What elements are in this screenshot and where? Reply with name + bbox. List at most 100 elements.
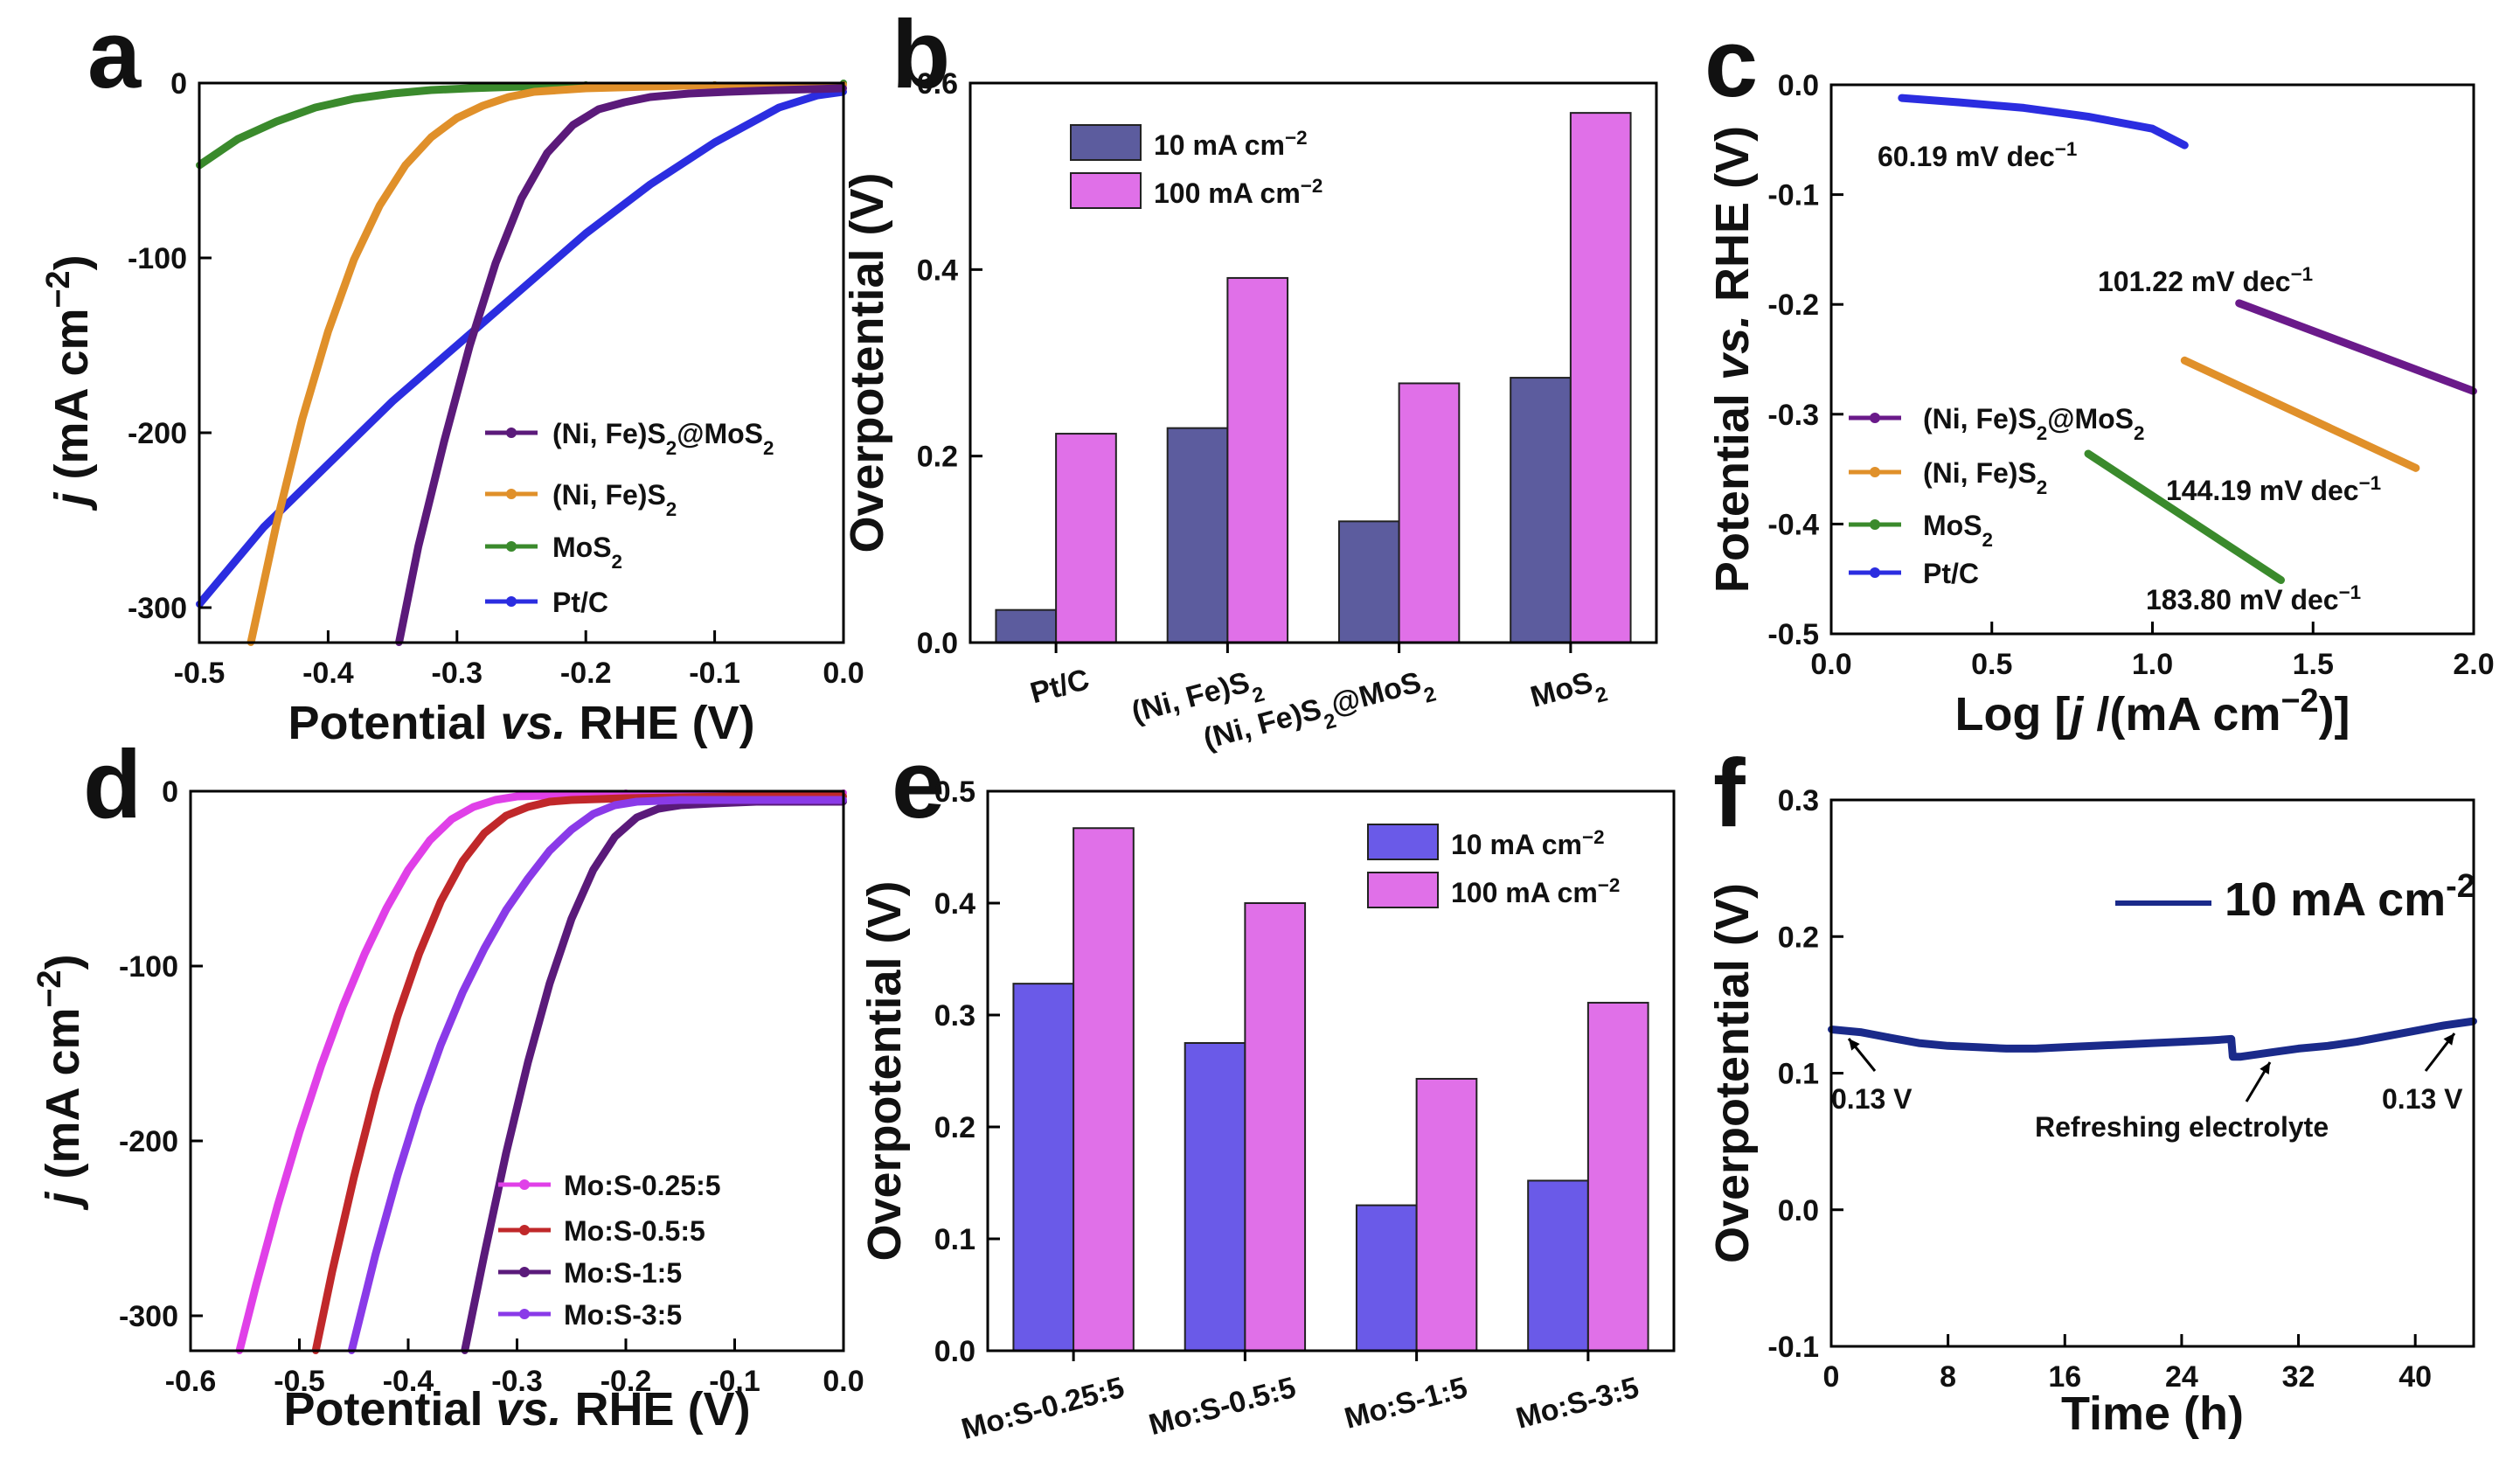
data-point (389, 398, 397, 405)
legend-entry: (Ni, Fe)S2@MoS2 (1923, 403, 2144, 444)
x-tick-label: 8 (1940, 1360, 1956, 1394)
data-point (415, 950, 423, 957)
legend-entry: 100 mA cm−2 (1154, 175, 1322, 210)
data-point (524, 803, 531, 810)
data-point (567, 796, 575, 803)
series-line (2084, 449, 2285, 584)
y-axis-label: Potential vs. RHE (V) (1706, 126, 1759, 593)
data-point (376, 202, 384, 209)
y-tick-label: 0.0 (934, 1335, 975, 1368)
y-tick-label: 0.1 (934, 1223, 975, 1256)
data-point (503, 1150, 510, 1157)
data-point (504, 94, 512, 101)
bar (1527, 1179, 1589, 1352)
data-point (401, 162, 409, 169)
legend-entry: MoS2 (1923, 510, 1993, 551)
bar (1415, 1077, 1478, 1352)
plot-frame (968, 81, 1658, 644)
category-label: Mo:S-0.25:5 (958, 1371, 1128, 1446)
legend-marker (519, 1225, 530, 1235)
legend-entry: (Ni, Fe)S2 (1923, 457, 2047, 498)
data-point (481, 1251, 489, 1258)
x-tick-label: 16 (2048, 1360, 2081, 1394)
arrow-head (2260, 1062, 2270, 1074)
data-point (479, 102, 487, 109)
legend-entry: Mo:S-0.5:5 (564, 1215, 705, 1247)
data-point (524, 1059, 531, 1066)
data-point (324, 328, 332, 335)
legend-entry: Pt/C (1923, 558, 1979, 589)
plot-frame (189, 789, 845, 1352)
legend-marker (1870, 467, 1880, 477)
data-point (775, 87, 783, 94)
legend-entry: MoS2 (552, 532, 622, 573)
y-axis-label: Overpotential (V) (1706, 883, 1759, 1263)
y-tick-label: 0 (170, 67, 187, 101)
data-point (350, 95, 358, 102)
data-point (317, 1062, 325, 1069)
legend-entry: (Ni, Fe)S2 (552, 479, 677, 520)
data-point (646, 94, 654, 101)
series-line (1898, 94, 2189, 149)
x-axis-label: Time (h) (2061, 1387, 2244, 1440)
category-label: Mo:S-1:5 (1341, 1371, 1471, 1436)
panel-c: -0.5 -0.4 -0.3 -0.2 -0.1 0.0 0.0 0.5 1.0 1.5 2.0 Lo… (1706, 69, 2495, 740)
series-line (1831, 1017, 2474, 1061)
y-tick-label: -0.3 (1767, 399, 1819, 432)
data-point (2120, 1040, 2128, 1048)
y-tick-label: 0.3 (934, 999, 975, 1033)
data-point (2181, 142, 2189, 149)
data-point (545, 980, 553, 987)
data-point (655, 805, 663, 812)
data-point (273, 118, 281, 125)
data-point (405, 866, 412, 873)
data-point (427, 134, 435, 141)
data-point (646, 83, 654, 90)
data-point (2085, 113, 2092, 121)
data-point (437, 898, 445, 905)
y-tick-label: -300 (119, 1300, 178, 1333)
y-tick-label: -0.5 (1767, 618, 1819, 651)
legend-swatch (1070, 124, 1142, 161)
bar (1166, 427, 1229, 643)
data-point (2266, 1049, 2274, 1057)
y-tick-label: 0.0 (1778, 69, 1819, 102)
y-tick-label: 0.6 (917, 67, 958, 101)
y-tick-label: 0.4 (934, 887, 975, 921)
panel-d: -300 -200 -100 0 -0.6 -0.5 -0.4 -0.3 -0.2 -0.1 0.0… (31, 775, 864, 1436)
data-point (2353, 1038, 2361, 1046)
data-point (503, 907, 510, 914)
data-point (448, 816, 455, 823)
data-point (234, 136, 242, 143)
data-point (814, 92, 822, 99)
legend-swatch (1367, 872, 1439, 908)
legend-marker (519, 1179, 530, 1190)
y-tick-label: -200 (128, 417, 187, 450)
data-point (389, 90, 397, 97)
data-point (393, 1013, 401, 1020)
y-tick-label: 0.4 (917, 254, 958, 287)
data-point (260, 524, 267, 531)
stability-annotation: 0.13 V (2382, 1083, 2463, 1115)
y-tick-label: -200 (119, 1125, 178, 1158)
panel-a: -300 -200 -100 0 -0.5 -0.4 -0.3 -0.2 -0.1 0.0 Pote… (40, 67, 864, 749)
y-tick-label: 0.2 (917, 441, 958, 474)
stability-annotation: Refreshing electrolyte (2035, 1111, 2329, 1143)
y-tick-label: 0.3 (1778, 784, 1819, 817)
legend-entry: Mo:S-1:5 (564, 1257, 682, 1289)
x-tick-label: 0.0 (1810, 648, 1851, 681)
panel-e: 0.0 0.1 0.2 0.3 0.4 0.5 Mo:S-0.25:5 Mo:S-0.5:5 M… (858, 775, 1676, 1446)
x-tick-label: 40 (2399, 1360, 2432, 1394)
data-point (685, 90, 693, 97)
data-point (491, 796, 499, 803)
data-point (2177, 1038, 2185, 1046)
data-point (589, 810, 597, 817)
y-tick-label: 0.2 (934, 1111, 975, 1144)
data-point (426, 837, 434, 844)
legend-swatch (1070, 172, 1142, 209)
y-tick-label: 0.2 (1778, 921, 1819, 954)
data-point (569, 122, 577, 129)
series-line (311, 792, 843, 1351)
data-point (513, 793, 521, 800)
